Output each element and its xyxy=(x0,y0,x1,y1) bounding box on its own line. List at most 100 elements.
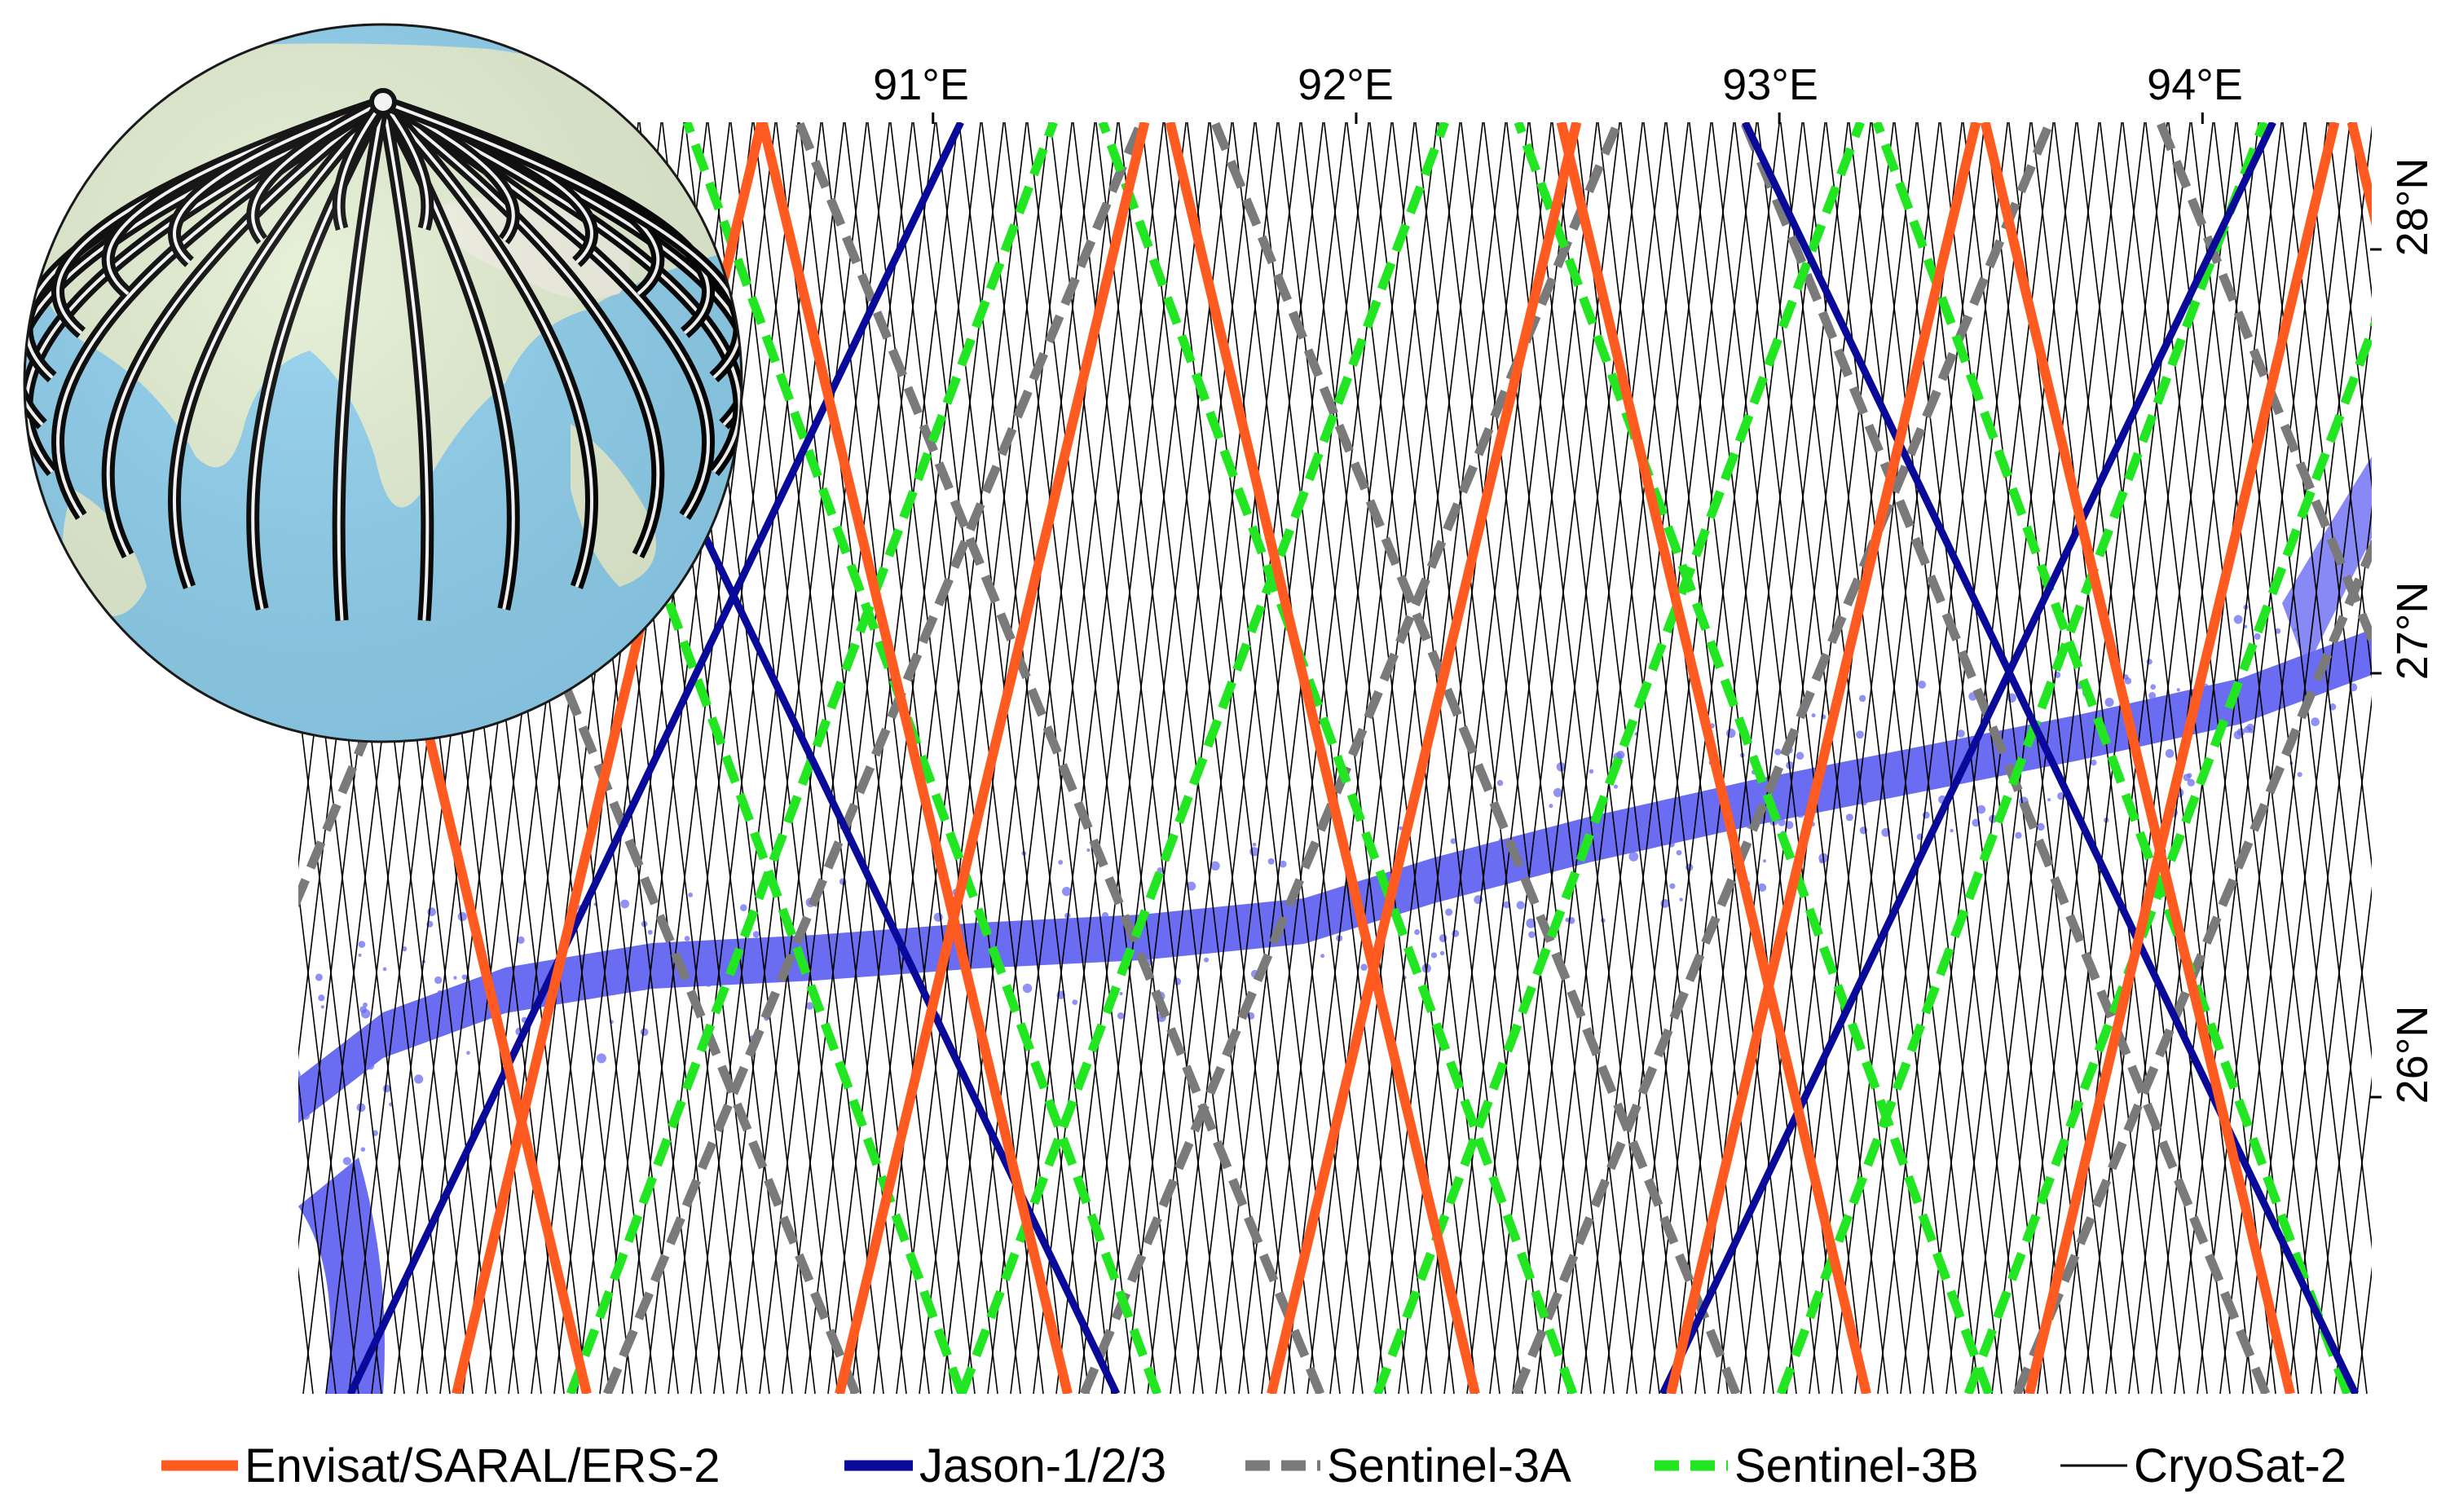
lat-label-27: 27°N xyxy=(2388,582,2437,681)
sentinel-3b-track xyxy=(1098,122,1578,1394)
water-patch xyxy=(647,929,653,935)
water-patch xyxy=(2104,697,2114,708)
sentinel-3b-track xyxy=(957,122,1449,1394)
globe-outline xyxy=(23,23,743,743)
water-patch xyxy=(1845,813,1853,822)
cryosat-track xyxy=(1643,122,1797,1394)
cryosat-track xyxy=(896,122,1050,1394)
cryosat-track xyxy=(1552,122,1706,1394)
cryosat-track xyxy=(1900,122,2054,1394)
water-patch xyxy=(2187,773,2192,778)
water-patch xyxy=(805,1002,814,1010)
legend-item-envisat: Envisat/SARAL/ERS-2 xyxy=(161,1439,720,1492)
water-patch xyxy=(1565,917,1570,923)
cryosat-track xyxy=(1352,122,1506,1394)
water-patch xyxy=(1762,859,1767,863)
cryosat-track xyxy=(298,505,405,1394)
water-patch xyxy=(1628,851,1639,862)
water-patch xyxy=(2297,772,2302,778)
cryosat-track xyxy=(1443,122,1597,1394)
cryosat-track xyxy=(2305,122,2372,680)
cryosat-track xyxy=(2374,122,2450,1394)
water-patch xyxy=(590,959,597,965)
water-patch xyxy=(1778,818,1786,827)
cryosat-track xyxy=(776,122,930,1394)
water-patch xyxy=(1725,728,1736,738)
sentinel-3b-track xyxy=(1373,122,1865,1394)
cryosat-track xyxy=(2014,122,2168,1394)
water-patch xyxy=(891,962,899,970)
water-patch xyxy=(337,1060,342,1065)
cryosat-track xyxy=(1620,122,1774,1394)
cryosat-track xyxy=(1968,122,2122,1394)
water-patch xyxy=(358,953,362,957)
lon-label-94: 94°E xyxy=(2147,60,2243,109)
cryosat-track xyxy=(713,122,867,1394)
sentinel-3b-track xyxy=(1514,122,1994,1394)
water-patch xyxy=(360,1030,368,1038)
water-patch xyxy=(2233,615,2243,624)
water-patch xyxy=(262,1079,266,1082)
cryosat-track xyxy=(1284,122,1438,1394)
water-patch xyxy=(2150,684,2157,690)
sentinel-3b-track xyxy=(1776,122,2268,1394)
water-patch xyxy=(1430,952,1438,959)
envisat-track xyxy=(835,122,1150,1394)
jason-track xyxy=(1742,122,2360,1394)
water-patch xyxy=(385,1021,394,1029)
envisat-track xyxy=(1980,122,2295,1394)
water-patch xyxy=(1526,918,1536,928)
water-patch xyxy=(2293,628,2298,633)
cryosat-track xyxy=(1050,122,1204,1394)
longitude-tick-marks xyxy=(932,112,2204,124)
water-patch xyxy=(684,936,690,941)
water-patch xyxy=(1796,752,1804,760)
water-patch xyxy=(1173,977,1182,985)
water-patch xyxy=(366,1062,375,1070)
legend-item-sentinel-3a: Sentinel-3A xyxy=(1245,1439,1571,1492)
water-patch xyxy=(1409,883,1414,888)
water-patch xyxy=(1677,829,1682,834)
water-patch xyxy=(1204,957,1210,963)
cryosat-track xyxy=(2168,122,2322,1394)
water-patch xyxy=(2311,717,2320,726)
water-patch xyxy=(2254,633,2261,640)
cryosat-track xyxy=(799,122,953,1394)
water-patch xyxy=(2165,749,2175,758)
water-patch xyxy=(1856,730,1864,739)
water-patch xyxy=(437,990,443,995)
longitude-labels: 91°E 92°E 93°E 94°E xyxy=(873,60,2243,109)
sentinel-3b-track xyxy=(682,122,1162,1394)
water-patch xyxy=(1918,758,1927,768)
legend-item-cryosat: CryoSat-2 xyxy=(2060,1439,2346,1492)
water-patch xyxy=(1031,954,1037,960)
sentinel-3b-track xyxy=(1963,319,2372,1394)
water-patch xyxy=(342,1157,351,1166)
sentinel-3b-tracks xyxy=(487,122,2372,1394)
cryosat-track xyxy=(827,122,981,1394)
cryosat-track xyxy=(1438,122,1592,1394)
water-patch xyxy=(752,931,760,938)
water-patch xyxy=(302,1111,311,1120)
envisat-track xyxy=(1267,122,1582,1394)
envisat-track xyxy=(1556,122,1871,1394)
cryosat-track xyxy=(2328,122,2372,490)
water-patch xyxy=(1252,842,1257,847)
water-patch xyxy=(1439,950,1445,956)
cryosat-track xyxy=(0,122,22,1394)
cryosat-track xyxy=(2397,122,2450,1394)
water-patch xyxy=(350,1061,359,1069)
cryosat-track xyxy=(873,122,1027,1394)
cryosat-track xyxy=(1078,122,1232,1394)
water-patch xyxy=(1503,901,1510,909)
cryosat-track xyxy=(2443,122,2450,1394)
water-patch xyxy=(477,998,481,1003)
cryosat-track xyxy=(1849,122,2003,1394)
water-patch xyxy=(1279,860,1287,868)
globe-shading xyxy=(24,24,742,742)
water-patch xyxy=(596,1053,606,1064)
sentinel-3a-track xyxy=(1511,122,2055,1394)
water-patch xyxy=(2246,723,2254,731)
water-patch xyxy=(1187,881,1196,891)
water-patch xyxy=(1450,838,1456,844)
